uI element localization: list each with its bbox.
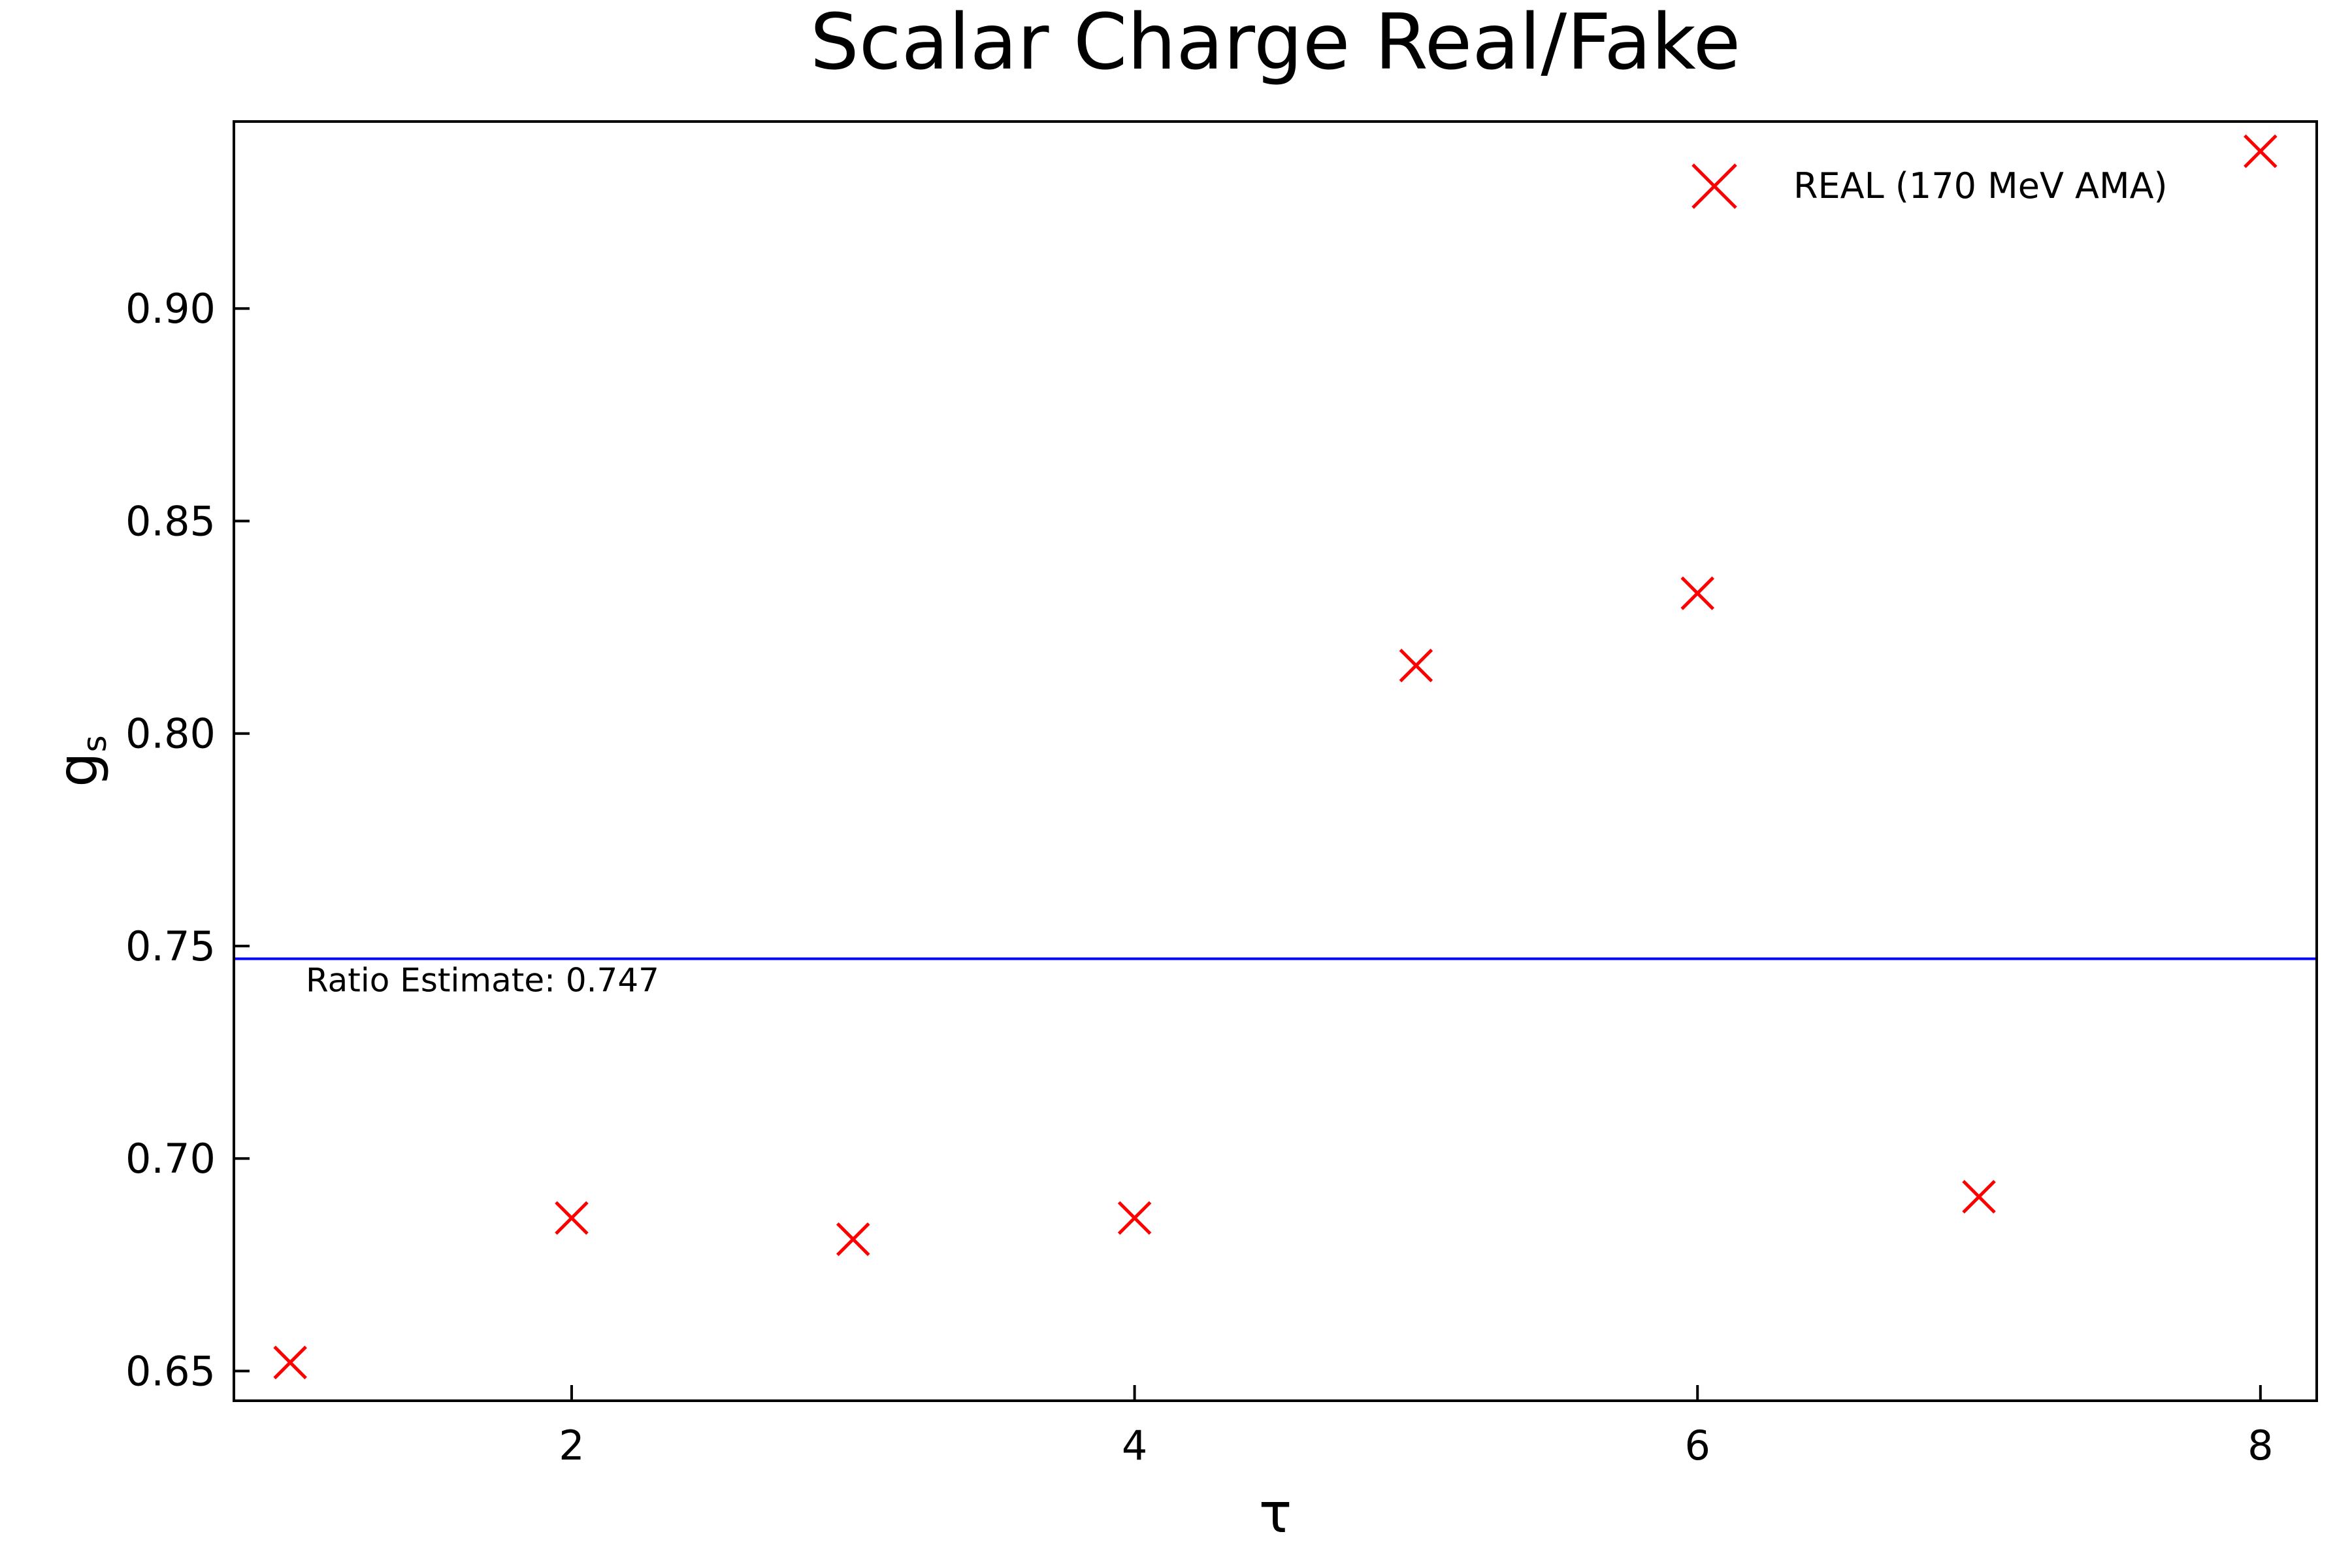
y-axis-label: gs xyxy=(46,735,114,787)
chart-title: Scalar Charge Real/Fake xyxy=(810,0,1740,87)
x-tick-label: 8 xyxy=(2247,1422,2273,1469)
y-axis-label-main: g xyxy=(46,752,110,787)
y-tick-label: 0.75 xyxy=(125,923,216,970)
data-point xyxy=(836,1222,870,1256)
data-point xyxy=(1962,1179,1996,1214)
data-points xyxy=(273,134,2278,1380)
plot-frame xyxy=(233,120,2318,1402)
x-tick-label: 2 xyxy=(559,1422,584,1469)
x-axis-ticks: 2 4 6 8 xyxy=(559,1385,2274,1469)
ratio-estimate-label: Ratio Estimate: 0.747 xyxy=(306,961,659,999)
y-tick-label: 0.70 xyxy=(125,1135,216,1183)
y-axis-label-subscript: s xyxy=(76,735,114,752)
x-axis-label: τ xyxy=(1259,1481,1292,1545)
x-tick-label: 4 xyxy=(1122,1422,1147,1469)
data-point xyxy=(1399,648,1433,683)
y-tick-label: 0.90 xyxy=(125,285,216,333)
data-point xyxy=(555,1201,589,1235)
x-tick-label: 6 xyxy=(1684,1422,1710,1469)
data-point xyxy=(1680,576,1714,610)
y-tick-label: 0.65 xyxy=(125,1347,216,1395)
data-point xyxy=(273,1345,307,1380)
data-point xyxy=(2244,134,2278,169)
svg-text:gs: gs xyxy=(46,735,114,787)
y-axis-ticks: 0.65 0.70 0.75 0.80 0.85 0.90 xyxy=(125,285,250,1395)
legend-label: REAL (170 MeV AMA) xyxy=(1793,165,2168,206)
legend-marker xyxy=(1691,163,1737,209)
legend: REAL (170 MeV AMA) xyxy=(1691,163,2168,209)
y-tick-label: 0.80 xyxy=(125,710,216,758)
y-tick-label: 0.85 xyxy=(125,497,216,545)
data-point xyxy=(1117,1201,1152,1235)
